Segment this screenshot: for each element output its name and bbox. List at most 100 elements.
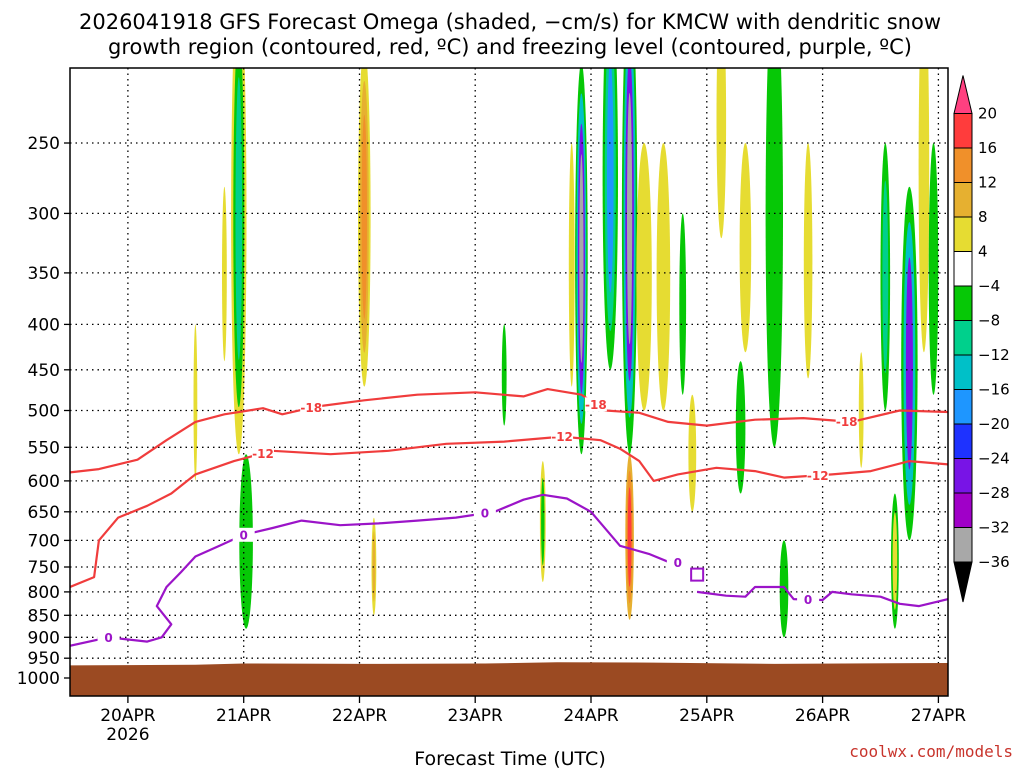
dgz-minus18-label-2: -18 bbox=[836, 415, 858, 429]
x-tick-label-21APR: 21APR bbox=[216, 706, 272, 726]
dgz-minus12-label-bg-1 bbox=[551, 429, 574, 444]
omega-cell-24-1 bbox=[882, 180, 889, 374]
ground-surface bbox=[70, 662, 948, 696]
omega-cell-14-0 bbox=[656, 142, 671, 411]
colorbar-label-2: 12 bbox=[978, 174, 997, 192]
dgz-minus18-label-bg-2 bbox=[835, 414, 858, 429]
colorbar-bin-8 bbox=[953, 354, 973, 390]
colorbar-bin-10 bbox=[953, 423, 973, 459]
freezing-level-label-bg-1 bbox=[232, 527, 255, 542]
omega-cell-17-0 bbox=[716, 68, 727, 239]
omega-cell-20-1 bbox=[769, 68, 780, 383]
omega-shading-layer bbox=[193, 68, 939, 638]
colorbar-label-6: −8 bbox=[978, 312, 1000, 330]
colorbar-bin-9 bbox=[953, 389, 973, 425]
omega-cell-2-2 bbox=[361, 114, 367, 319]
y-tick-label-250: 250 bbox=[28, 134, 60, 154]
colorbar-label-0: 20 bbox=[978, 105, 997, 123]
omega-cell-28-0 bbox=[928, 143, 939, 395]
omega-cell-6-0 bbox=[501, 324, 507, 426]
y-tick-label-550: 550 bbox=[28, 438, 60, 458]
colorbar-label-12: −32 bbox=[978, 519, 1010, 537]
x-tick-label-24APR: 24APR bbox=[563, 706, 619, 726]
y-tick-label-850: 850 bbox=[28, 606, 60, 626]
y-tick-label-1000: 1000 bbox=[17, 669, 60, 689]
colorbar-bin-6 bbox=[953, 285, 973, 321]
colorbar-bin-13 bbox=[953, 527, 973, 563]
dgz-minus18-label-bg-0 bbox=[300, 400, 323, 415]
y-tick-label-700: 700 bbox=[28, 531, 60, 551]
dgz-minus12-label-0: -12 bbox=[252, 447, 274, 461]
freezing-level-label-bg-0 bbox=[97, 630, 120, 645]
y-tick-label-900: 900 bbox=[28, 628, 60, 648]
colorbar-label-10: −24 bbox=[978, 450, 1010, 468]
credit-link[interactable]: coolwx.com/models bbox=[849, 742, 1013, 761]
dgz-minus12-label-bg-2 bbox=[806, 468, 829, 483]
freezing-level-label-4: 0 bbox=[804, 593, 812, 607]
colorbar-label-3: 8 bbox=[978, 208, 988, 226]
omega-cell-7-1 bbox=[541, 477, 545, 566]
omega-cell-0-2 bbox=[235, 77, 243, 360]
dgz-minus18-contour bbox=[70, 388, 948, 474]
omega-cell-26-2 bbox=[905, 257, 913, 470]
omega-cell-13-0 bbox=[636, 142, 652, 411]
dgz-minus12-label-bg-0 bbox=[251, 446, 274, 461]
colorbar-bin-12 bbox=[953, 492, 973, 528]
y-tick-label-450: 450 bbox=[28, 361, 60, 381]
dgz-minus12-label-1: -12 bbox=[551, 430, 573, 444]
ground-layer bbox=[70, 662, 948, 696]
dgz-minus12-contour bbox=[70, 435, 948, 589]
colorbar-bin-4 bbox=[953, 216, 973, 252]
y-tick-label-350: 350 bbox=[28, 264, 60, 284]
freezing-level-contour-east bbox=[696, 585, 948, 608]
colorbar-label-4: 4 bbox=[978, 243, 988, 261]
dgz-minus18-label-0: -18 bbox=[300, 401, 322, 415]
y-tick-label-300: 300 bbox=[28, 204, 60, 224]
omega-cell-15-0 bbox=[679, 213, 687, 395]
gridlines bbox=[70, 68, 948, 696]
dgz-minus18-label-bg-1 bbox=[584, 397, 607, 412]
omega-cell-3-0 bbox=[193, 324, 198, 481]
freezing-level-label-2: 0 bbox=[481, 507, 489, 521]
colorbar-bin-3 bbox=[953, 182, 973, 218]
colorbar-label-9: −20 bbox=[978, 415, 1010, 433]
colorbar-bin-5 bbox=[953, 251, 973, 287]
colorbar-bin-2 bbox=[953, 147, 973, 183]
colorbar-bin-11 bbox=[953, 458, 973, 494]
colorbar-label-11: −28 bbox=[978, 484, 1010, 502]
y-tick-label-800: 800 bbox=[28, 583, 60, 603]
y-tick-label-650: 650 bbox=[28, 503, 60, 523]
omega-cell-22-0 bbox=[803, 143, 813, 379]
y-tick-label-750: 750 bbox=[28, 558, 60, 578]
colorbar-label-7: −12 bbox=[978, 346, 1010, 364]
y-tick-label-600: 600 bbox=[28, 472, 60, 492]
colorbar-bin-7 bbox=[953, 320, 973, 356]
omega-cell-19-0 bbox=[739, 143, 752, 353]
dgz-minus12-label-2: -12 bbox=[807, 469, 829, 483]
omega-cell-4-0 bbox=[222, 186, 227, 362]
omega-cell-21-0 bbox=[779, 540, 789, 638]
freezing-level-label-3: 0 bbox=[674, 556, 682, 570]
plot-frame bbox=[69, 67, 949, 697]
omega-cell-11-3 bbox=[627, 92, 633, 345]
x-tick-label-22APR: 22APR bbox=[332, 706, 388, 726]
freezing-level-label-1: 0 bbox=[239, 528, 247, 542]
colorbar: 20 16 12 8 4 −4 −8 −12 −16 −20 −24 −28 −32 −36 bbox=[953, 75, 1010, 603]
freezing-level-label-bg-4 bbox=[797, 592, 820, 607]
freezing-level-label-bg-2 bbox=[473, 506, 496, 521]
x-tick-label-25APR: 25APR bbox=[679, 706, 735, 726]
x-axis-title: Forecast Time (UTC) bbox=[414, 748, 605, 768]
omega-cell-9-3 bbox=[579, 154, 584, 363]
x-tick-label-23APR: 23APR bbox=[448, 706, 504, 726]
chart-title-line-1: 2026041918 GFS Forecast Omega (shaded, −… bbox=[79, 10, 941, 34]
colorbar-bin-1 bbox=[953, 113, 973, 149]
freezing-level-contour bbox=[70, 493, 688, 647]
x-tick-label-20APR: 20APR bbox=[100, 706, 156, 726]
colorbar-label-13: −36 bbox=[978, 553, 1010, 571]
freezing-level-label-0: 0 bbox=[104, 631, 112, 645]
omega-cell-27-0 bbox=[918, 68, 930, 353]
y-tick-label-950: 950 bbox=[28, 649, 60, 669]
chart-title-line-2: growth region (contoured, red, ºC) and f… bbox=[108, 35, 912, 59]
